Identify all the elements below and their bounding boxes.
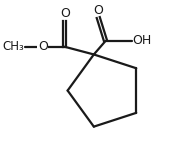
- Text: O: O: [38, 40, 48, 53]
- Text: O: O: [60, 7, 70, 20]
- Text: O: O: [93, 4, 103, 17]
- Text: OH: OH: [133, 34, 152, 47]
- Text: CH₃: CH₃: [3, 40, 25, 53]
